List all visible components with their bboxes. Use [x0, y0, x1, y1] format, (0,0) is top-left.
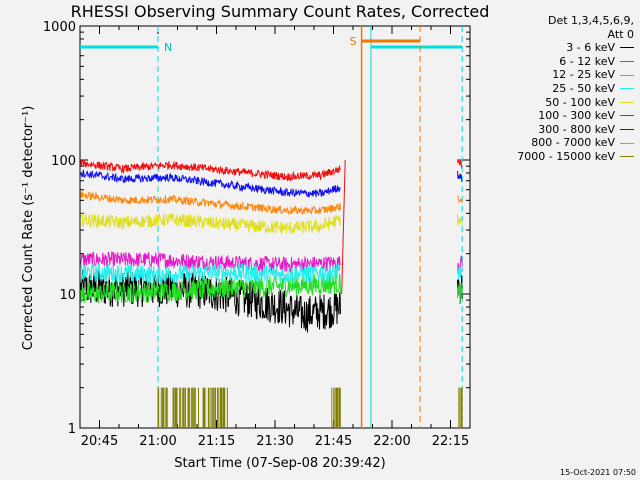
- plot-frame: [79, 25, 471, 429]
- legend-label: 25 - 50 keV: [552, 81, 615, 95]
- y-tick-label: 100: [51, 154, 76, 169]
- x-axis-label: Start Time (07-Sep-08 20:39:42): [174, 456, 385, 471]
- series-line: [80, 191, 341, 216]
- legend-swatch: [620, 74, 634, 76]
- series-line: [80, 262, 341, 284]
- legend-label: 12 - 25 keV: [552, 68, 615, 82]
- legend-item: 7000 - 15000 keV: [474, 150, 634, 164]
- x-tick-label: 21:15: [198, 434, 235, 449]
- series-line: [457, 158, 463, 169]
- x-tick-label: 22:15: [432, 434, 469, 449]
- series-line: [80, 269, 341, 333]
- legend-swatch: [620, 47, 634, 49]
- y-tick-label: 1000: [43, 20, 76, 35]
- night-label: N: [164, 41, 172, 54]
- legend: Det 1,3,4,5,6,9, Att 0 3 - 6 keV 6 - 12 k…: [474, 14, 634, 164]
- render-timestamp: 15-Oct-2021 07:50: [560, 468, 636, 477]
- legend-item: 25 - 50 keV: [474, 82, 634, 96]
- legend-label: 3 - 6 keV: [566, 41, 615, 55]
- legend-swatch: [620, 142, 634, 144]
- legend-swatch: [620, 129, 634, 131]
- legend-item: 6 - 12 keV: [474, 55, 634, 69]
- series-line: [457, 282, 463, 304]
- legend-item: 3 - 6 keV: [474, 41, 634, 55]
- x-tick-label: 21:45: [315, 434, 352, 449]
- x-tick-label: 20:45: [81, 434, 118, 449]
- series-line: [80, 212, 341, 235]
- y-axis-label: Corrected Count Rate (s⁻¹ detector⁻¹): [21, 106, 36, 351]
- series-flank: [341, 159, 346, 295]
- legend-item: 800 - 7000 keV: [474, 136, 634, 150]
- x-tick-label: 22:00: [373, 434, 410, 449]
- series-line: [457, 213, 463, 226]
- legend-label: 800 - 7000 keV: [531, 136, 615, 150]
- legend-swatch: [620, 156, 634, 158]
- series-line: [457, 195, 463, 204]
- series-line: [80, 250, 341, 274]
- legend-item: 12 - 25 keV: [474, 68, 634, 82]
- legend-label: 300 - 800 keV: [538, 122, 615, 136]
- series-line: [457, 170, 463, 182]
- series-line: [80, 273, 341, 304]
- x-tick-label: 21:00: [139, 434, 176, 449]
- legend-label: 100 - 300 keV: [538, 109, 615, 123]
- legend-label: 7000 - 15000 keV: [517, 149, 615, 163]
- legend-header-line1: Det 1,3,4,5,6,9,: [547, 14, 634, 27]
- legend-swatch: [620, 88, 634, 90]
- series-line: [80, 169, 341, 198]
- saa-label: S: [350, 35, 357, 48]
- x-tick-label: 21:30: [256, 434, 293, 449]
- legend-item: 100 - 300 keV: [474, 109, 634, 123]
- legend-swatch: [620, 101, 634, 103]
- chart-title: RHESSI Observing Summary Count Rates, Co…: [71, 2, 490, 21]
- legend-item: 50 - 100 keV: [474, 96, 634, 110]
- legend-swatch: [620, 115, 634, 117]
- series-line: [457, 263, 463, 280]
- legend-label: 50 - 100 keV: [545, 95, 615, 109]
- y-tick-label: 10: [59, 288, 76, 303]
- legend-header-line2: Att 0: [607, 27, 634, 41]
- legend-swatch: [620, 61, 634, 63]
- legend-item: 300 - 800 keV: [474, 123, 634, 137]
- series-line: [80, 159, 341, 182]
- legend-label: 6 - 12 keV: [559, 54, 615, 68]
- y-tick-label: 1: [68, 422, 76, 437]
